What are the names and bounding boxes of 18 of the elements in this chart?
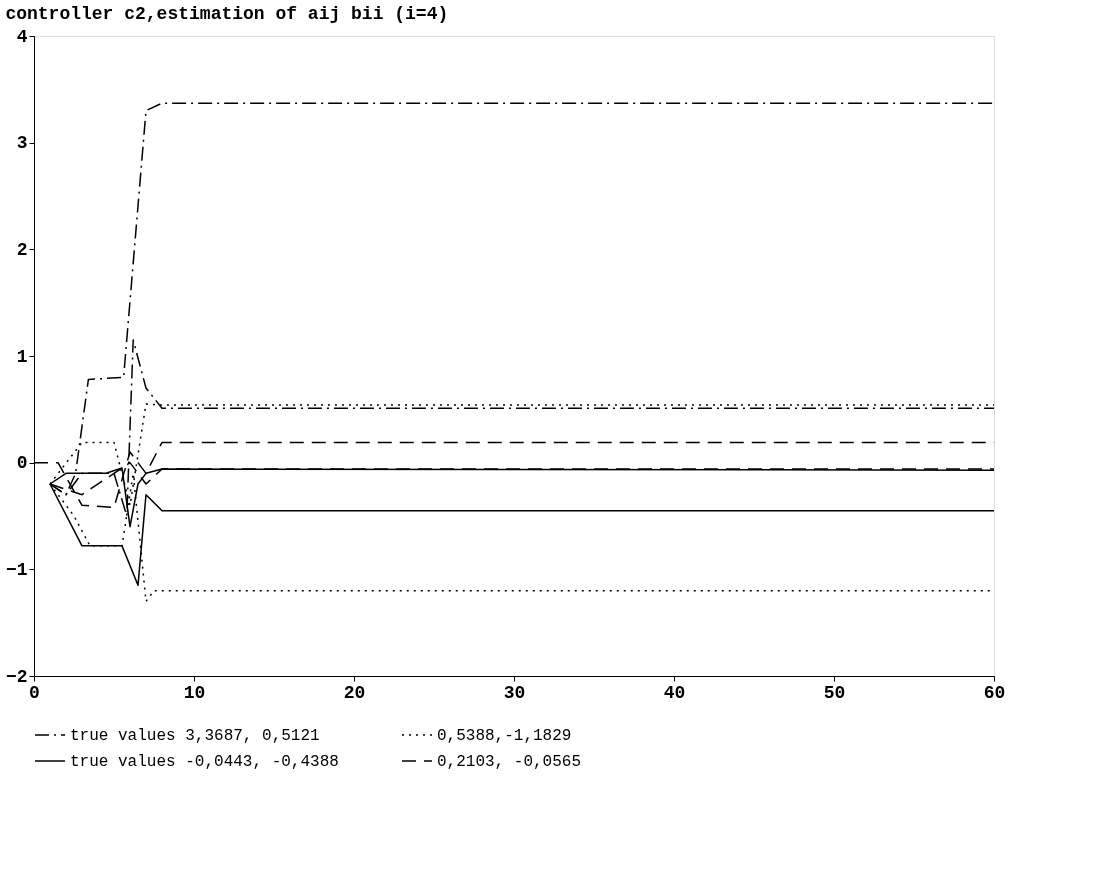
x-tick-label: 60	[983, 682, 1006, 703]
x-tick-label: 20	[343, 682, 366, 703]
x-tick-label: 40	[663, 682, 686, 703]
y-tick-label: 0	[16, 453, 28, 474]
y-tick-label: −1	[5, 559, 28, 580]
y-tick-label: 1	[16, 346, 28, 367]
legend-label: 0,5388,-1,1829	[437, 727, 572, 745]
x-tick-label: 10	[183, 682, 206, 703]
y-tick-label: 3	[16, 133, 28, 154]
y-tick-label: 2	[16, 239, 28, 260]
legend-label: 0,2103, -0,0565	[437, 753, 582, 771]
x-tick-label: 50	[823, 682, 846, 703]
legend-label: true values -0,0443, -0,4388	[70, 753, 339, 771]
y-tick-label: 4	[16, 26, 28, 47]
legend-label: true values 3,3687, 0,5121	[70, 727, 320, 745]
chart-title: controller c2,estimation of aij bii (i=4)	[5, 4, 449, 24]
x-tick-label: 30	[503, 682, 526, 703]
y-tick-label: −2	[5, 666, 28, 687]
